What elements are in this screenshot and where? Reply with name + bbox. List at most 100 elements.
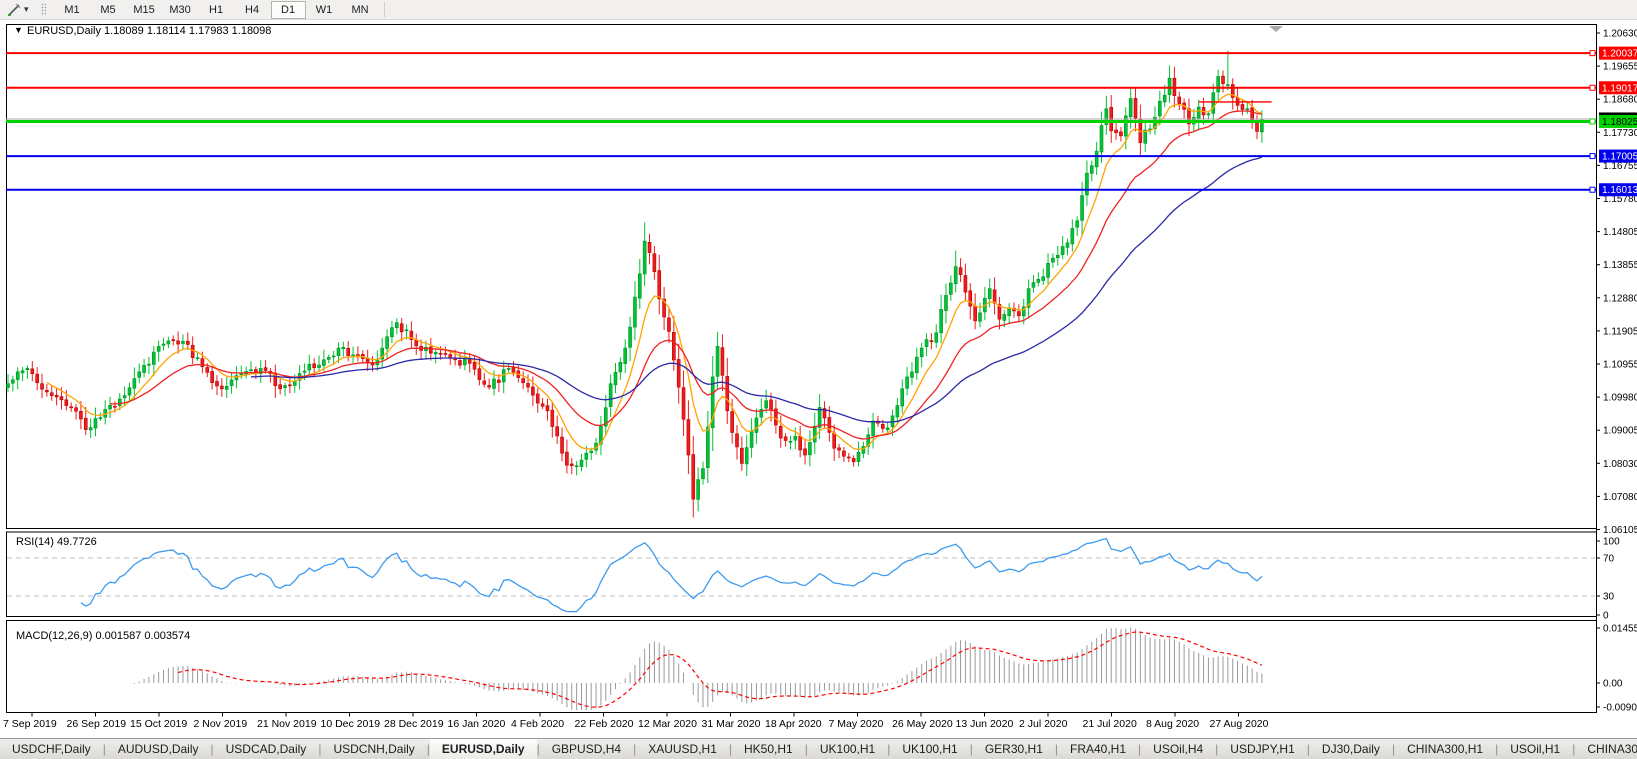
candle-body: [1104, 108, 1109, 125]
hline-price-label-box: [1599, 81, 1637, 95]
chart-shift-marker[interactable]: [1269, 26, 1283, 32]
chart-tab-usdjpy-h1[interactable]: USDJPY,H1: [1230, 742, 1295, 756]
chart-tab-eurusd-daily[interactable]: EURUSD,Daily: [429, 739, 537, 759]
chart-tab-hk50-h1[interactable]: HK50,H1: [744, 742, 793, 756]
candle-body: [720, 347, 725, 376]
hline-anchor[interactable]: [1589, 186, 1596, 193]
tab-separator: |: [804, 742, 808, 756]
price-axis-label: 1.19655: [1603, 62, 1637, 73]
top-toolbar: ▾ M1 M5 M15 M30 H1 H4 D1 W1 MN: [0, 0, 1637, 20]
chart-tab-uk100-h1[interactable]: UK100,H1: [819, 742, 876, 756]
candle-body: [1002, 314, 1007, 321]
chart-tab-china300-h1[interactable]: CHINA300,H1: [1587, 742, 1637, 756]
hline-anchor[interactable]: [1589, 153, 1596, 160]
price-axis-label: 1.10955: [1603, 360, 1637, 371]
date-axis-label: 2 Jul 2020: [1019, 718, 1068, 730]
chart-tabs: USDCHF,Daily | AUDUSD,Daily | USDCAD,Daily | U…: [0, 739, 1637, 759]
timeframe-button-m5[interactable]: M5: [100, 3, 116, 16]
tab-separator: |: [728, 742, 733, 756]
candle-body: [978, 312, 982, 322]
candle-body: [1094, 150, 1099, 168]
chart-tab-usoil-h4[interactable]: USOil,H4: [1153, 742, 1204, 756]
chart-tab-uk100-h1[interactable]: UK100,H1: [902, 742, 958, 756]
candle-body: [98, 417, 103, 419]
chart-tab-audusd-daily[interactable]: AUDUSD,Daily: [117, 742, 199, 756]
candle-body: [730, 411, 734, 433]
chart-tab-xauusd-h1[interactable]: XAUUSD,H1: [648, 742, 717, 756]
candle-body: [696, 479, 700, 500]
chart-collapse-icon[interactable]: ▼: [14, 25, 23, 35]
candle-body: [1007, 308, 1011, 316]
hline-anchor[interactable]: [1589, 50, 1596, 57]
candle-body: [127, 387, 132, 396]
candle-body: [880, 424, 885, 429]
hline-price-label: 1.17005: [1602, 152, 1637, 163]
candle-body: [113, 405, 117, 408]
draw-tool-icon[interactable]: [5, 2, 23, 18]
candle-body: [79, 410, 83, 420]
chart-tab-usdcad-daily[interactable]: USDCAD,Daily: [225, 742, 307, 756]
candle-body: [531, 386, 535, 396]
draw-tool-dropdown-caret[interactable]: ▾: [24, 4, 29, 14]
macd-label: MACD(12,26,9) 0.001587 0.003574: [16, 630, 190, 642]
candle-body: [934, 332, 939, 343]
toolbar-gripper[interactable]: [40, 3, 46, 16]
candle-body: [404, 329, 409, 332]
hline-price-label: 1.18025: [1602, 117, 1637, 128]
chart-tab-gbpusd-h4[interactable]: GBPUSD,H4: [551, 742, 622, 756]
hline-anchor[interactable]: [1589, 118, 1596, 125]
candle-body: [312, 363, 316, 369]
candle-body: [506, 368, 511, 370]
candle-body: [987, 288, 992, 299]
candle-body: [88, 427, 93, 431]
candle-body: [1021, 306, 1026, 317]
candle-body: [589, 450, 594, 453]
candle-body: [1046, 263, 1050, 278]
candle-body: [83, 417, 88, 430]
candle-body: [331, 355, 336, 358]
date-axis-label: 26 Sep 2019: [67, 718, 127, 730]
chart-tab-usdchf-daily[interactable]: USDCHF,Daily: [12, 742, 91, 756]
candle-body: [817, 407, 822, 428]
candle-body: [492, 378, 496, 389]
candle-body: [1143, 129, 1148, 144]
timeframe-button-h4[interactable]: H4: [245, 3, 260, 16]
timeframe-button-mn[interactable]: MN: [351, 3, 369, 16]
timeframe-button-m30[interactable]: M30: [169, 3, 191, 16]
chart-tab-ger30-h1[interactable]: GER30,H1: [984, 742, 1043, 756]
date-axis-label: 13 Jun 2020: [956, 718, 1014, 730]
ma-slow-line: [250, 156, 1263, 423]
candle-body: [900, 388, 905, 407]
chart-tab-usdcnh-daily[interactable]: USDCNH,Daily: [333, 742, 415, 756]
candle-body: [205, 367, 210, 373]
timeframe-button-m15[interactable]: M15: [133, 3, 155, 16]
candle-body: [701, 468, 705, 480]
timeframe-button-w1[interactable]: W1: [315, 3, 333, 16]
candle-body: [642, 240, 647, 275]
chart-tab-dj30-daily[interactable]: DJ30,Daily: [1321, 742, 1380, 756]
candle-body: [1085, 172, 1089, 196]
timeframe-button-h1[interactable]: H1: [209, 3, 224, 16]
chart-tab-fra40-h1[interactable]: FRA40,H1: [1070, 742, 1127, 756]
timeframe-button-m1[interactable]: M1: [64, 3, 80, 16]
rsi-pane[interactable]: [6, 531, 1597, 617]
candle-body: [1153, 116, 1157, 130]
chart-tab-usoil-h1[interactable]: USOil,H1: [1510, 742, 1561, 756]
candle-body: [910, 371, 914, 378]
candle-body: [1158, 100, 1162, 117]
candle-body: [637, 273, 642, 299]
timeframe-button-d1[interactable]: D1: [270, 0, 306, 19]
candle-body: [258, 368, 263, 374]
chart-canvas[interactable]: 1.20630 1.19655 1.18680 1.17730 1.16755 1.157…: [0, 21, 1637, 738]
macd-pane[interactable]: [6, 620, 1597, 713]
hline-anchor[interactable]: [1589, 84, 1596, 91]
candle-body: [346, 348, 351, 356]
date-axis-label: 28 Dec 2019: [384, 718, 444, 730]
macd-signal-line: [177, 631, 1263, 708]
date-axis-label: 31 Mar 2020: [702, 718, 761, 730]
candle-body: [837, 447, 841, 451]
candle-body: [307, 363, 312, 371]
chart-tab-china300-h1[interactable]: CHINA300,H1: [1407, 742, 1484, 756]
candle-body: [769, 399, 773, 411]
main-price-pane[interactable]: [6, 24, 1597, 529]
